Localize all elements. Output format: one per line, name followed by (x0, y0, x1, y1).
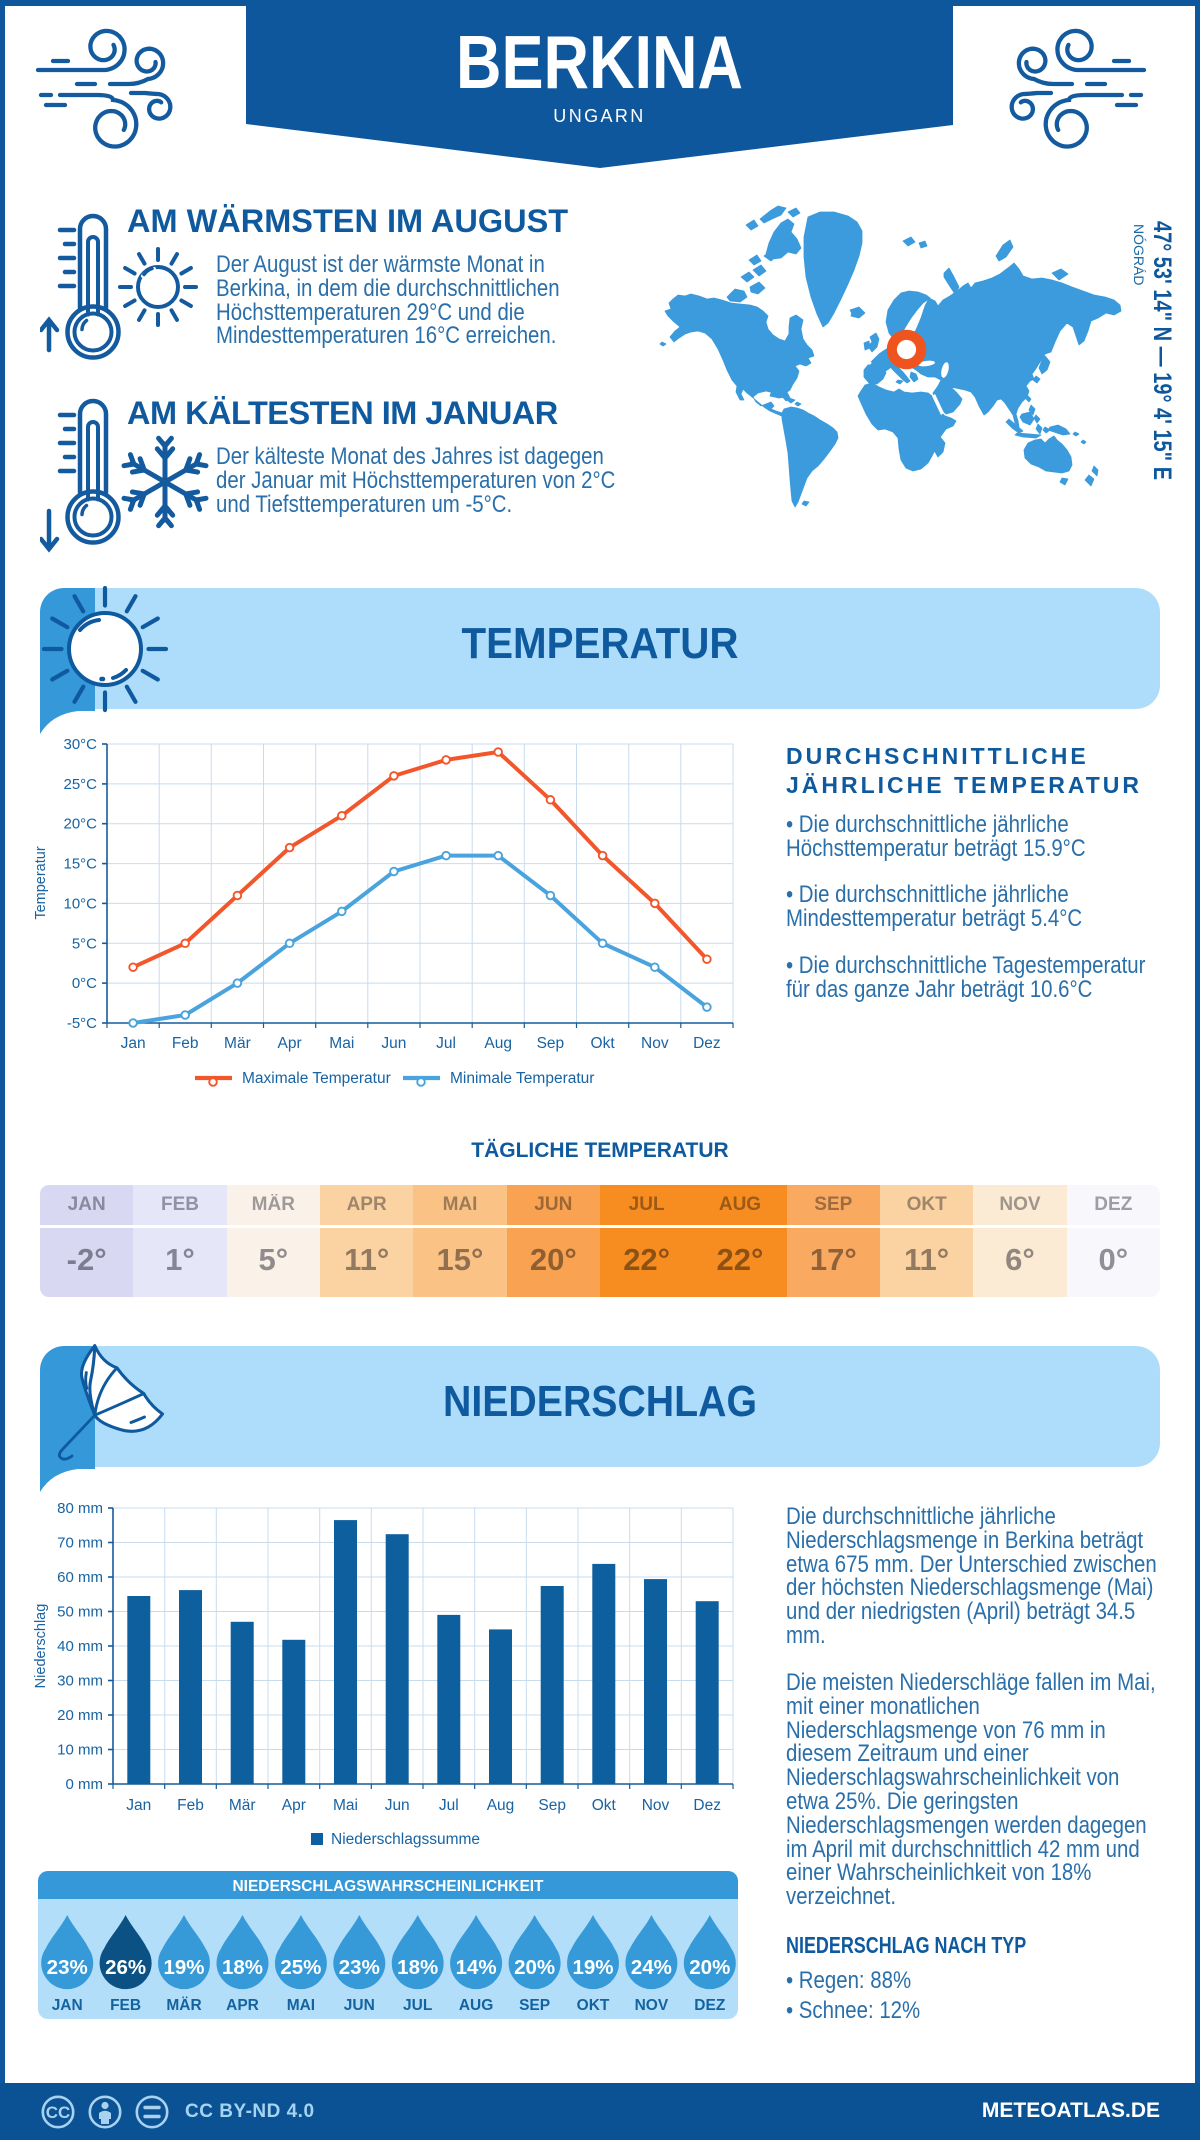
svg-text:20°C: 20°C (63, 816, 97, 833)
svg-text:Jul: Jul (436, 1035, 456, 1052)
svg-text:Niederschlag: Niederschlag (33, 1604, 49, 1689)
svg-text:Nov: Nov (642, 1797, 670, 1814)
svg-text:25%: 25% (280, 1956, 321, 1979)
svg-text:NIEDERSCHLAGSWAHRSCHEINLICHKEI: NIEDERSCHLAGSWAHRSCHEINLICHKEIT (233, 1878, 545, 1895)
svg-text:Mär: Mär (229, 1797, 256, 1814)
svg-text:DEZ: DEZ (694, 1997, 726, 2014)
svg-text:23%: 23% (47, 1956, 88, 1979)
svg-text:TEMPERATUR: TEMPERATUR (462, 619, 739, 668)
svg-text:Jan: Jan (126, 1797, 151, 1814)
svg-text:-5°C: -5°C (67, 1015, 97, 1032)
svg-text:Jan: Jan (121, 1035, 146, 1052)
svg-text:Jun: Jun (385, 1797, 410, 1814)
svg-text:5°C: 5°C (72, 935, 97, 952)
svg-text:14%: 14% (456, 1956, 497, 1979)
svg-text:CC: CC (46, 2103, 71, 2122)
svg-text:MÄR: MÄR (166, 1997, 201, 2014)
svg-text:APR: APR (226, 1997, 259, 2014)
svg-text:23%: 23% (339, 1956, 380, 1979)
svg-text:Feb: Feb (177, 1797, 204, 1814)
svg-text:Temperatur: Temperatur (33, 846, 49, 920)
svg-text:30°C: 30°C (63, 736, 97, 753)
svg-text:SEP: SEP (519, 1997, 550, 2014)
svg-text:50 mm: 50 mm (57, 1604, 103, 1621)
svg-text:NIEDERSCHLAG: NIEDERSCHLAG (443, 1377, 757, 1426)
svg-text:10°C: 10°C (63, 895, 97, 912)
svg-text:JUN: JUN (344, 1997, 375, 2014)
svg-text:Aug: Aug (484, 1035, 512, 1052)
svg-text:Niederschlagssumme: Niederschlagssumme (331, 1831, 480, 1848)
svg-text:Sep: Sep (537, 1035, 565, 1052)
svg-text:Okt: Okt (592, 1797, 617, 1814)
svg-text:15°C: 15°C (63, 856, 97, 873)
svg-text:30 mm: 30 mm (57, 1673, 103, 1690)
svg-text:Minimale Temperatur: Minimale Temperatur (450, 1070, 594, 1087)
svg-text:25°C: 25°C (63, 776, 97, 793)
svg-text:60 mm: 60 mm (57, 1569, 103, 1586)
svg-text:0 mm: 0 mm (66, 1776, 104, 1793)
svg-text:JAN: JAN (52, 1997, 83, 2014)
svg-text:20 mm: 20 mm (57, 1707, 103, 1724)
svg-text:Nov: Nov (641, 1035, 669, 1052)
svg-text:26%: 26% (105, 1956, 146, 1979)
svg-text:70 mm: 70 mm (57, 1535, 103, 1552)
svg-text:Okt: Okt (591, 1035, 616, 1052)
svg-text:18%: 18% (397, 1956, 438, 1979)
svg-text:MAI: MAI (287, 1997, 315, 2014)
svg-text:19%: 19% (163, 1956, 204, 1979)
svg-text:20%: 20% (689, 1956, 730, 1979)
svg-text:24%: 24% (631, 1956, 672, 1979)
svg-text:Apr: Apr (282, 1797, 306, 1814)
svg-text:Jun: Jun (381, 1035, 406, 1052)
svg-text:Mai: Mai (333, 1797, 358, 1814)
svg-text:Apr: Apr (278, 1035, 302, 1052)
svg-text:10 mm: 10 mm (57, 1742, 103, 1759)
svg-text:40 mm: 40 mm (57, 1638, 103, 1655)
svg-text:AUG: AUG (459, 1997, 493, 2014)
svg-text:Dez: Dez (693, 1035, 721, 1052)
svg-text:Mär: Mär (224, 1035, 251, 1052)
svg-text:Jul: Jul (439, 1797, 459, 1814)
svg-text:NOV: NOV (635, 1997, 669, 2014)
svg-text:Maximale Temperatur: Maximale Temperatur (242, 1070, 391, 1087)
svg-text:Mai: Mai (329, 1035, 354, 1052)
svg-text:19%: 19% (572, 1956, 613, 1979)
svg-text:OKT: OKT (577, 1997, 610, 2014)
svg-text:20%: 20% (514, 1956, 555, 1979)
svg-text:0°C: 0°C (72, 975, 97, 992)
svg-text:80 mm: 80 mm (57, 1500, 103, 1517)
svg-text:JUL: JUL (403, 1997, 432, 2014)
svg-text:Feb: Feb (172, 1035, 199, 1052)
svg-text:Sep: Sep (538, 1797, 566, 1814)
svg-text:Dez: Dez (693, 1797, 721, 1814)
svg-text:Aug: Aug (487, 1797, 515, 1814)
svg-text:18%: 18% (222, 1956, 263, 1979)
svg-text:FEB: FEB (110, 1997, 141, 2014)
